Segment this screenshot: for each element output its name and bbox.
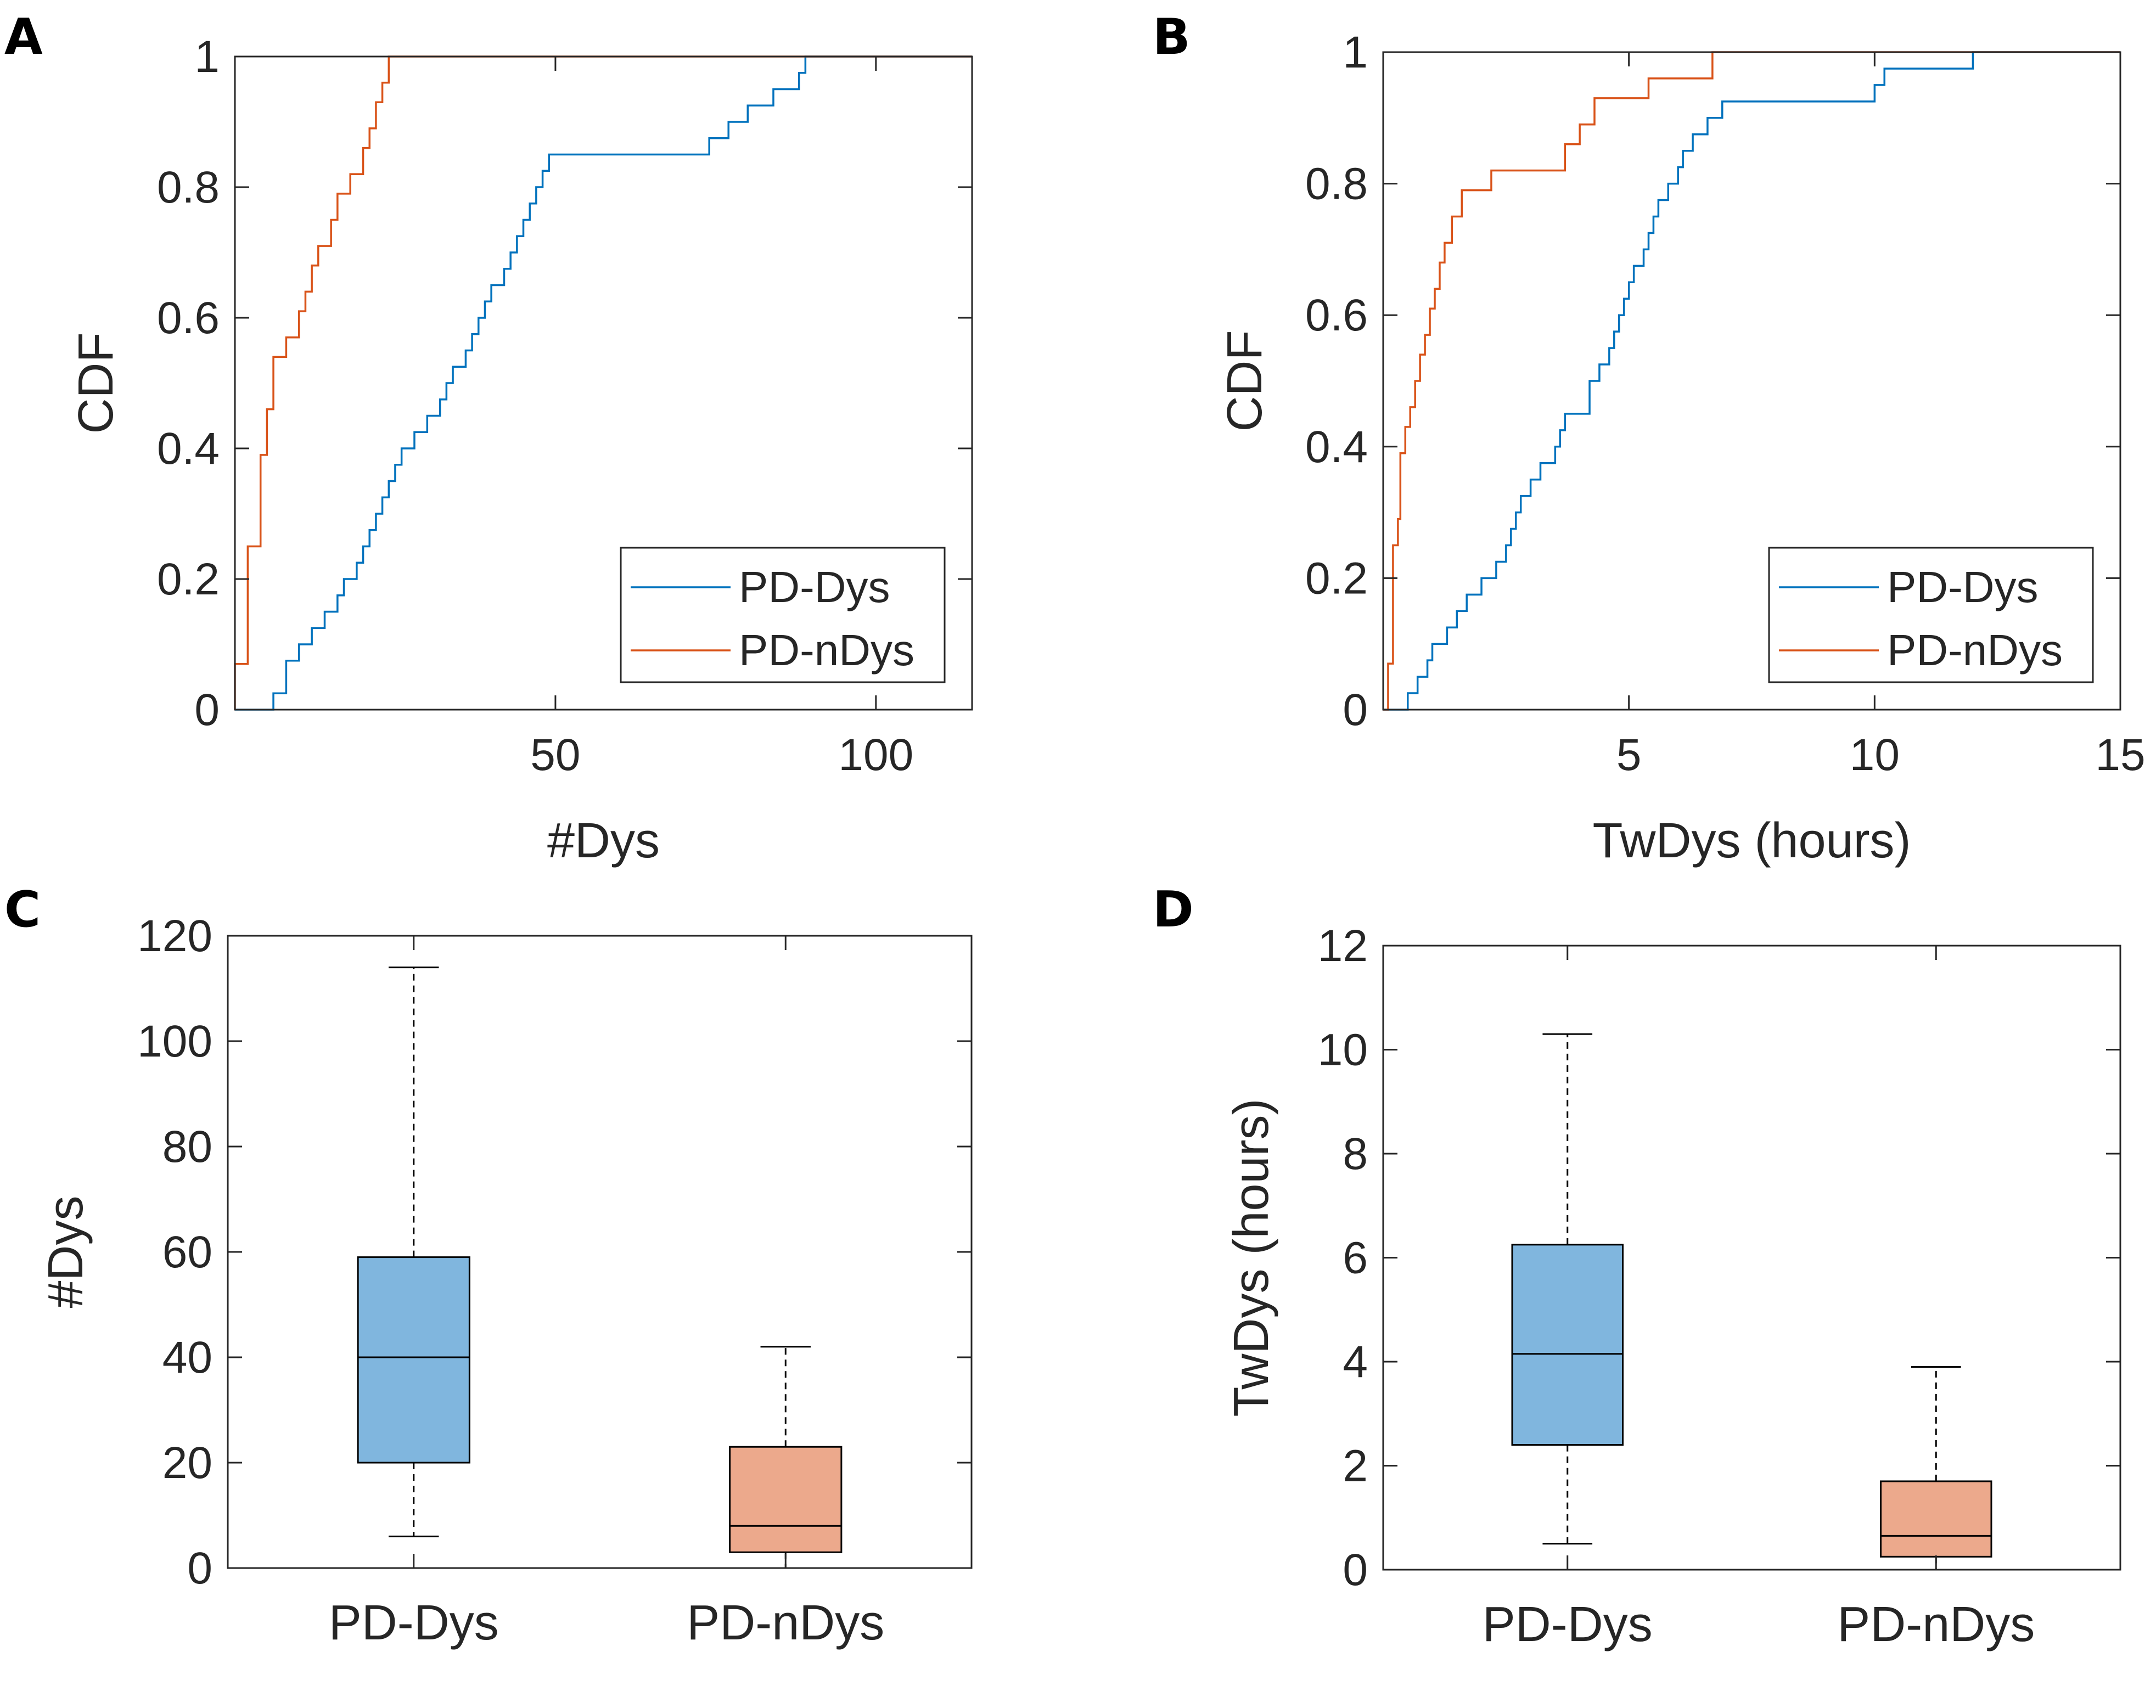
- y-tick-label: 0: [1343, 685, 1368, 735]
- y-axis-label: CDF: [69, 333, 123, 434]
- y-tick-label: 0: [1343, 1545, 1368, 1595]
- panel-letter-b: B: [1153, 8, 1191, 66]
- x-tick-label: 100: [838, 730, 913, 780]
- y-tick-label: 0.8: [1305, 159, 1368, 209]
- axes-frame: [234, 55, 973, 711]
- y-tick-label: 2: [1343, 1441, 1368, 1491]
- panel-c-box-count: PD-Dys PD-nDys 0 20 40 60 80 100 120 #Dys: [38, 911, 973, 1650]
- box-pd-ndys: [1880, 1366, 1992, 1571]
- x-tick-label: 50: [530, 730, 580, 780]
- x-category-label: PD-Dys: [329, 1595, 499, 1650]
- y-tick-label: 0.4: [1305, 422, 1368, 472]
- y-tick-label: 120: [137, 911, 212, 961]
- y-tick-label: 0.2: [1305, 553, 1368, 603]
- y-tick-label: 0: [187, 1543, 212, 1593]
- interquartile-box: [1880, 1480, 1992, 1558]
- x-category-label: PD-nDys: [687, 1595, 884, 1650]
- legend-entry: PD-Dys: [739, 563, 890, 611]
- y-tick-label: 60: [162, 1227, 212, 1277]
- axes-frame: [1382, 51, 2121, 711]
- x-category-label: PD-Dys: [1483, 1597, 1653, 1652]
- y-tick-label: 0.2: [157, 554, 220, 604]
- panel-a-cdf-count: 50 100 0 0.2 0.4 0.6 0.8 1 CDF #Dys PD-Dys PD-nDys: [69, 32, 973, 868]
- box-pd-dys: [357, 967, 470, 1537]
- y-tick-label: 20: [162, 1438, 212, 1488]
- series-line-pd-dys: [1383, 51, 2120, 711]
- interquartile-box: [1511, 1244, 1624, 1446]
- panel-letter-c: C: [4, 881, 41, 939]
- y-tick-label: 1: [194, 32, 220, 82]
- y-tick-label: 40: [162, 1333, 212, 1383]
- box-pd-ndys: [729, 1346, 843, 1569]
- y-tick-label: 8: [1343, 1129, 1368, 1179]
- interquartile-box: [357, 1256, 470, 1464]
- y-tick-label: 0.4: [157, 424, 220, 474]
- y-tick-label: 6: [1343, 1233, 1368, 1283]
- y-tick-label: 1: [1343, 27, 1368, 77]
- y-tick-label: 0: [194, 685, 220, 735]
- legend-box: [1768, 547, 2094, 683]
- legend-entry: PD-nDys: [1887, 626, 2063, 675]
- y-axis-label: CDF: [1217, 330, 1272, 432]
- y-tick-label: 10: [1318, 1025, 1368, 1075]
- y-tick-label: 12: [1318, 921, 1368, 971]
- y-tick-label: 100: [137, 1016, 212, 1066]
- series-line-pd-dys: [235, 55, 972, 711]
- y-axis-label: TwDys (hours): [1224, 1098, 1279, 1417]
- legend-entry: PD-nDys: [739, 626, 914, 675]
- panel-letter-d: D: [1153, 881, 1194, 939]
- x-category-label: PD-nDys: [1837, 1597, 2035, 1652]
- box-pd-dys: [1511, 1033, 1624, 1545]
- x-axis-label: #Dys: [547, 813, 660, 868]
- legend-entry: PD-Dys: [1887, 563, 2039, 611]
- y-tick-label: 0.8: [157, 162, 220, 212]
- y-tick-label: 4: [1343, 1337, 1368, 1387]
- y-tick-label: 0.6: [157, 293, 220, 343]
- x-tick-label: 5: [1616, 730, 1642, 780]
- axes-frame: [227, 935, 973, 1569]
- panel-letter-a: A: [4, 8, 43, 66]
- interquartile-box: [729, 1446, 843, 1553]
- x-axis-label: TwDys (hours): [1592, 813, 1911, 868]
- x-tick-label: 15: [2095, 730, 2145, 780]
- series-line-pd-ndys: [1383, 51, 2120, 711]
- legend-box: [620, 547, 946, 683]
- y-axis-label: #Dys: [38, 1195, 93, 1308]
- panel-b-cdf-time: 5 10 15 0 0.2 0.4 0.6 0.8 1 CDF TwDys (hours) PD-Dy…: [1217, 27, 2146, 868]
- y-tick-label: 0.6: [1305, 290, 1368, 340]
- y-tick-label: 80: [162, 1122, 212, 1172]
- axes-frame: [1382, 945, 2121, 1571]
- x-tick-label: 10: [1850, 730, 1900, 780]
- panel-d-box-time: PD-Dys PD-nDys 0 2 4 6 8 10 12 TwDys (hours): [1224, 921, 2121, 1652]
